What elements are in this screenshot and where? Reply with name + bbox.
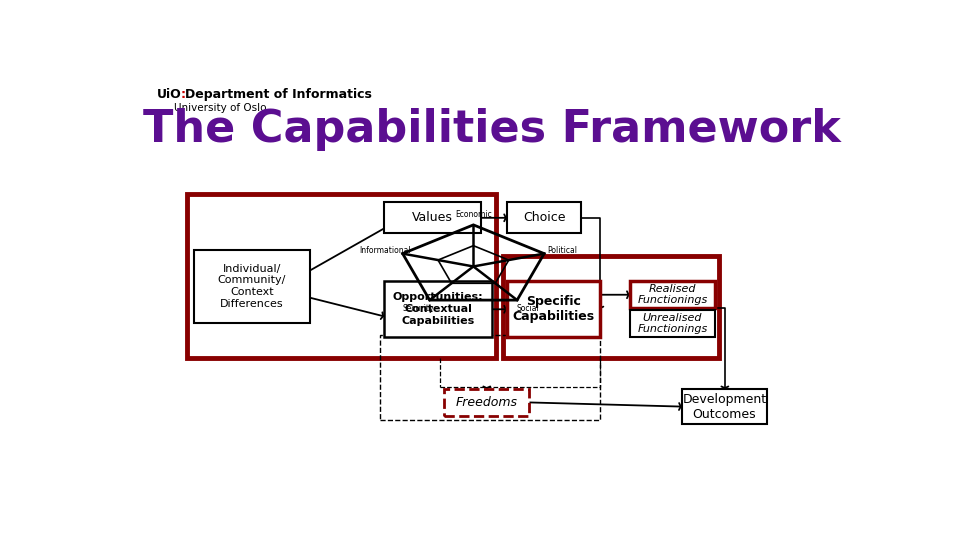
Text: Economic: Economic — [455, 210, 492, 219]
Text: Realised
Functionings: Realised Functionings — [637, 284, 708, 305]
Text: Department of Informatics: Department of Informatics — [185, 87, 372, 100]
Text: Political: Political — [547, 246, 577, 255]
Text: The Capabilities Framework: The Capabilities Framework — [143, 108, 841, 151]
FancyBboxPatch shape — [444, 389, 529, 416]
Text: Informational: Informational — [359, 246, 411, 255]
Text: Individual/
Community/
Context
Differences: Individual/ Community/ Context Differenc… — [218, 264, 286, 309]
FancyBboxPatch shape — [384, 281, 492, 337]
Text: Opportunities:
Contextual
Capabilities: Opportunities: Contextual Capabilities — [393, 293, 484, 326]
FancyBboxPatch shape — [507, 281, 600, 337]
Text: Security: Security — [403, 304, 435, 313]
Text: Freedoms: Freedoms — [455, 396, 517, 409]
Text: Choice: Choice — [523, 211, 565, 224]
Text: Specific
Capabilities: Specific Capabilities — [513, 295, 594, 323]
Text: Social: Social — [516, 304, 540, 313]
Text: UiO: UiO — [157, 87, 182, 100]
Text: University of Oslo: University of Oslo — [174, 103, 266, 113]
FancyBboxPatch shape — [507, 202, 581, 233]
FancyBboxPatch shape — [630, 281, 715, 308]
FancyBboxPatch shape — [630, 310, 715, 337]
Text: Unrealised
Functionings: Unrealised Functionings — [637, 313, 708, 334]
FancyBboxPatch shape — [682, 389, 767, 424]
Text: :: : — [180, 87, 185, 100]
FancyBboxPatch shape — [384, 202, 481, 233]
Text: Development
Outcomes: Development Outcomes — [683, 393, 767, 421]
Text: Values: Values — [412, 211, 453, 224]
FancyBboxPatch shape — [194, 250, 310, 322]
